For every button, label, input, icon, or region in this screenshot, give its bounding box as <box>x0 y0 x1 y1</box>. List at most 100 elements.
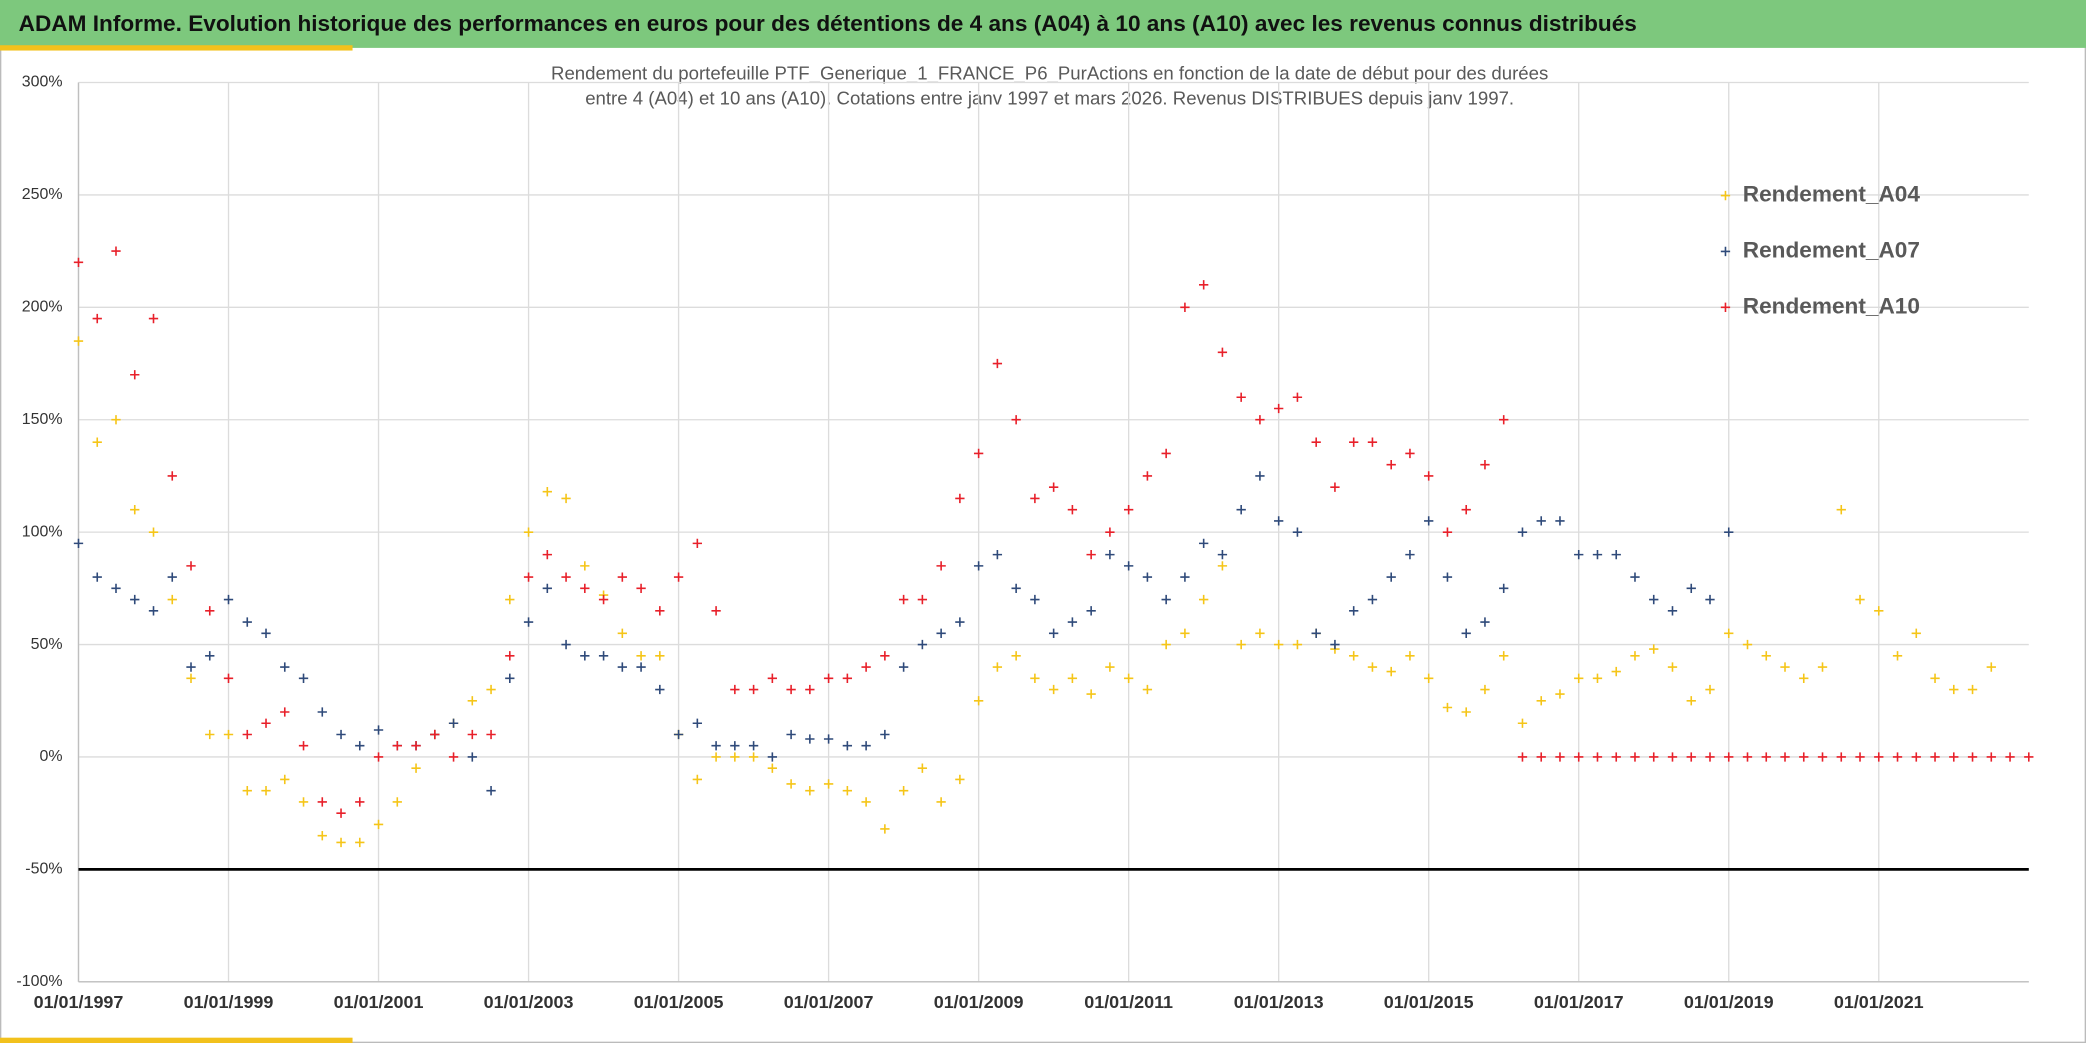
point <box>1630 572 1640 582</box>
point <box>1086 689 1096 699</box>
point <box>298 797 309 807</box>
point <box>1123 561 1134 571</box>
point <box>1461 628 1471 638</box>
point <box>1217 347 1228 357</box>
point <box>1030 493 1040 504</box>
legend-label: Rendement_A07 <box>1743 237 1920 262</box>
point <box>561 572 571 582</box>
point <box>917 639 928 650</box>
point <box>1799 752 1809 762</box>
point <box>411 741 421 751</box>
point <box>186 662 196 672</box>
point <box>842 741 853 751</box>
point <box>1536 516 1546 526</box>
point <box>223 729 234 740</box>
point <box>1405 448 1415 459</box>
point <box>636 651 646 661</box>
point <box>1949 684 1959 695</box>
point <box>861 662 871 672</box>
point <box>486 729 496 740</box>
point <box>1686 583 1696 594</box>
point <box>1930 673 1940 683</box>
point <box>748 752 759 762</box>
point <box>1630 752 1640 762</box>
point <box>1649 594 1659 605</box>
point <box>617 628 627 638</box>
point <box>1667 606 1678 616</box>
point <box>542 583 552 594</box>
point <box>936 561 946 571</box>
point <box>1592 549 1603 560</box>
point <box>261 718 271 728</box>
x-tick-label: 01/01/2013 <box>1234 992 1324 1012</box>
point <box>1142 471 1153 481</box>
point <box>261 786 271 796</box>
point <box>1048 684 1059 695</box>
x-tick-label: 01/01/2001 <box>334 992 424 1012</box>
point <box>1499 651 1509 661</box>
point <box>1349 651 1359 661</box>
point <box>73 257 84 268</box>
point <box>767 673 778 683</box>
x-tick-label: 01/01/2005 <box>634 992 724 1012</box>
point <box>1048 628 1059 638</box>
y-tick-label: 250% <box>22 186 63 203</box>
point <box>1780 662 1790 672</box>
point <box>505 594 515 605</box>
point <box>1330 639 1340 650</box>
legend-marker <box>1720 246 1731 257</box>
point <box>1761 752 1771 762</box>
point <box>186 673 196 683</box>
point <box>1967 684 1978 695</box>
point <box>1799 673 1809 683</box>
point <box>1086 606 1096 616</box>
point <box>1705 594 1715 605</box>
point <box>1874 606 1884 616</box>
point <box>1836 505 1846 515</box>
point <box>148 313 159 324</box>
series <box>73 336 1996 848</box>
point <box>823 734 834 744</box>
point <box>317 831 327 841</box>
point <box>823 673 834 683</box>
y-tick-label: -50% <box>25 861 62 878</box>
point <box>1592 673 1603 683</box>
point <box>767 752 778 762</box>
point <box>767 763 778 773</box>
point <box>205 729 215 740</box>
point <box>1367 437 1378 447</box>
point <box>1236 392 1246 402</box>
point <box>111 583 121 594</box>
point <box>1911 752 1921 762</box>
point <box>280 774 290 785</box>
point <box>1949 752 1959 762</box>
point <box>898 594 909 605</box>
point <box>805 734 815 744</box>
x-tick-label: 01/01/2003 <box>484 992 574 1012</box>
point <box>1574 549 1584 560</box>
point <box>111 246 121 256</box>
point <box>1274 639 1284 650</box>
x-tick-label: 01/01/2009 <box>934 992 1024 1012</box>
point <box>1180 302 1190 312</box>
point <box>992 358 1003 369</box>
y-tick-label: 300% <box>22 74 63 91</box>
point <box>842 673 853 683</box>
point <box>730 684 740 695</box>
point <box>1611 752 1621 762</box>
point <box>1592 752 1603 762</box>
point <box>1724 628 1734 638</box>
point <box>1424 516 1434 526</box>
point <box>1142 572 1153 582</box>
point <box>1517 752 1528 762</box>
point <box>167 572 177 582</box>
point <box>1480 617 1490 627</box>
point <box>355 797 365 807</box>
x-tick-label: 01/01/1997 <box>34 992 124 1012</box>
point <box>1517 718 1528 728</box>
header-bar <box>0 0 2086 48</box>
point <box>1480 684 1490 695</box>
point <box>280 707 290 717</box>
point <box>1386 666 1396 677</box>
